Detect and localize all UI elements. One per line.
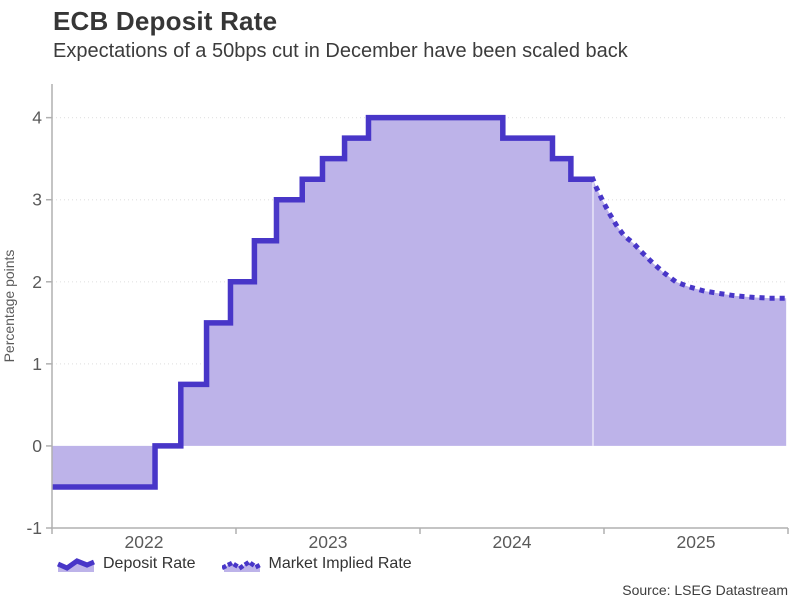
legend-label-deposit-rate: Deposit Rate bbox=[103, 555, 196, 572]
rate-area-fill bbox=[52, 117, 787, 487]
x-axis-tick-label: 2023 bbox=[309, 532, 348, 552]
legend-item-deposit-rate: Deposit Rate bbox=[56, 555, 196, 573]
chart-subtitle: Expectations of a 50bps cut in December … bbox=[53, 40, 628, 62]
legend-label-market-implied-rate: Market Implied Rate bbox=[268, 555, 412, 572]
legend-item-market-implied-rate: Market Implied Rate bbox=[221, 555, 412, 573]
chart-title: ECB Deposit Rate bbox=[53, 6, 278, 36]
dotted-wave-icon bbox=[221, 559, 262, 572]
y-axis-title: Percentage points bbox=[1, 250, 17, 363]
y-axis-tick-label: 0 bbox=[32, 436, 42, 456]
source-attribution: Source: LSEG Datastream bbox=[622, 582, 788, 598]
y-axis-tick-label: 1 bbox=[32, 354, 42, 374]
x-axis-tick-label: 2022 bbox=[125, 532, 164, 552]
y-axis-tick-label: 4 bbox=[32, 108, 42, 128]
deposit-rate-line bbox=[52, 114, 593, 490]
chart-legend: Deposit Rate Market Implied Rate bbox=[56, 555, 412, 573]
x-axis-tick-label: 2024 bbox=[493, 532, 532, 552]
y-axis-tick-label: 2 bbox=[32, 272, 42, 292]
y-axis-tick-label: -1 bbox=[26, 518, 42, 538]
x-axis-tick-label: 2025 bbox=[677, 532, 716, 552]
solid-wave-icon bbox=[56, 558, 95, 572]
y-axis-tick-label: 3 bbox=[32, 190, 42, 210]
market-implied-rate-line bbox=[589, 175, 789, 301]
